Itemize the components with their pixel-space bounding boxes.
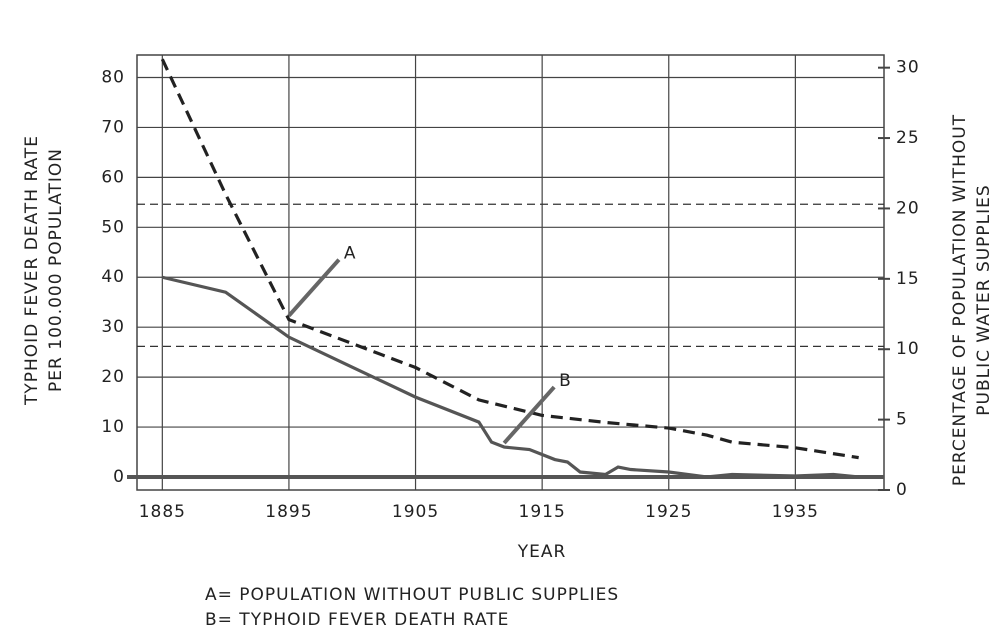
annotation-label: B (559, 371, 572, 391)
plot-area (136, 54, 885, 491)
y-tick-label: 20 (101, 367, 125, 387)
x-tick-label: 1935 (772, 502, 819, 522)
y-tick-label: 10 (101, 417, 125, 437)
y2-tick-label: 30 (896, 58, 920, 78)
note: B= TYPHOID FEVER DEATH RATE (205, 610, 509, 630)
y2-tick-label: 20 (896, 198, 920, 218)
annotation-label: A (344, 244, 357, 264)
y-tick-label: 30 (101, 317, 125, 337)
y-tick-label: 60 (101, 167, 125, 187)
y2-tick-label: 0 (896, 480, 908, 500)
x-tick-label: 1915 (519, 502, 566, 522)
y2-tick-label: 25 (896, 128, 920, 148)
x-tick-label: 1925 (645, 502, 692, 522)
y-tick-label: 80 (101, 67, 125, 87)
x-tick-label: 1885 (139, 502, 186, 522)
y-tick-label: 70 (101, 117, 125, 137)
y-tick-label: 50 (101, 217, 125, 237)
line-series (161, 275, 859, 479)
y-tick-label: 40 (101, 267, 125, 287)
x-axis-title: YEAR (517, 542, 567, 562)
y2-tick-label: 10 (896, 339, 920, 359)
x-tick-label: 1905 (392, 502, 439, 522)
y-tick-label: 0 (113, 467, 125, 487)
note: A= POPULATION WITHOUT PUBLIC SUPPLIES (205, 585, 619, 605)
y2-tick-label: 15 (896, 269, 920, 289)
y-axis-title: PER 100.000 POPULATION (46, 148, 66, 392)
y-axis-title: TYPHOID FEVER DEATH RATE (22, 135, 42, 406)
y2-axis-title: PERCENTAGE OF POPULATION WITHOUT (950, 114, 970, 486)
x-tick-label: 1895 (265, 502, 312, 522)
y2-tick-label: 5 (896, 410, 908, 430)
line-series (160, 58, 859, 460)
annotation-leader (287, 258, 341, 317)
y2-axis-title: PUBLIC WATER SUPPLIES (974, 184, 994, 415)
annotation-leader (502, 385, 556, 445)
